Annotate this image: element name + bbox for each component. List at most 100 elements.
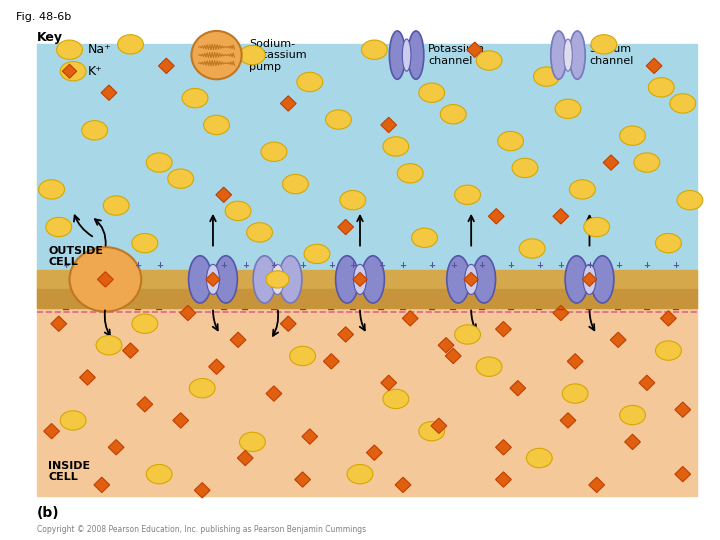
Polygon shape xyxy=(51,316,67,332)
Polygon shape xyxy=(101,85,117,100)
Text: −: − xyxy=(62,305,70,315)
Circle shape xyxy=(46,218,72,237)
Text: Potassium
channel: Potassium channel xyxy=(428,44,485,66)
Polygon shape xyxy=(280,316,296,332)
Polygon shape xyxy=(194,483,210,498)
Circle shape xyxy=(476,51,502,70)
Polygon shape xyxy=(338,219,354,235)
Polygon shape xyxy=(464,272,478,286)
Text: −: − xyxy=(270,305,278,315)
Text: Key: Key xyxy=(37,31,63,44)
Circle shape xyxy=(297,72,323,92)
Ellipse shape xyxy=(336,256,359,303)
Text: +: + xyxy=(615,261,621,270)
Polygon shape xyxy=(302,429,318,444)
Polygon shape xyxy=(582,272,597,286)
Polygon shape xyxy=(660,310,676,326)
Ellipse shape xyxy=(215,256,238,303)
Polygon shape xyxy=(209,359,225,374)
Circle shape xyxy=(146,464,172,484)
Text: +: + xyxy=(400,261,407,270)
Circle shape xyxy=(555,99,581,118)
Text: Sodium-
potassium
pump: Sodium- potassium pump xyxy=(249,38,307,72)
Text: OUTSIDE
CELL: OUTSIDE CELL xyxy=(48,246,103,267)
Ellipse shape xyxy=(570,31,585,79)
Polygon shape xyxy=(381,375,397,390)
Bar xyxy=(37,270,697,289)
Ellipse shape xyxy=(591,256,614,303)
Polygon shape xyxy=(675,402,690,417)
Circle shape xyxy=(282,174,308,194)
Circle shape xyxy=(304,244,330,264)
Circle shape xyxy=(670,94,696,113)
Text: +: + xyxy=(328,261,335,270)
Ellipse shape xyxy=(402,39,411,71)
Circle shape xyxy=(168,169,194,188)
Text: −: − xyxy=(220,305,228,315)
Text: −: − xyxy=(449,305,457,315)
Circle shape xyxy=(117,35,143,54)
Circle shape xyxy=(347,464,373,484)
Circle shape xyxy=(498,131,523,151)
Circle shape xyxy=(648,78,674,97)
Ellipse shape xyxy=(361,256,384,303)
Text: −: − xyxy=(585,305,593,315)
Text: −: − xyxy=(672,305,680,315)
Circle shape xyxy=(240,432,266,451)
Ellipse shape xyxy=(583,265,596,294)
Circle shape xyxy=(620,126,645,145)
Circle shape xyxy=(655,233,681,253)
Ellipse shape xyxy=(192,31,242,79)
Circle shape xyxy=(81,120,107,140)
Circle shape xyxy=(225,201,251,220)
Circle shape xyxy=(204,115,230,134)
Ellipse shape xyxy=(408,31,424,79)
Circle shape xyxy=(620,406,645,425)
Text: +: + xyxy=(242,261,248,270)
Circle shape xyxy=(361,40,387,59)
Circle shape xyxy=(412,228,438,247)
Polygon shape xyxy=(603,155,619,170)
Polygon shape xyxy=(438,338,454,353)
Ellipse shape xyxy=(70,247,141,312)
Text: −: − xyxy=(348,305,357,315)
Text: −: − xyxy=(643,305,651,315)
Text: +: + xyxy=(156,261,163,270)
Circle shape xyxy=(570,180,595,199)
Ellipse shape xyxy=(464,265,477,294)
Ellipse shape xyxy=(551,31,567,79)
Polygon shape xyxy=(94,477,109,492)
Circle shape xyxy=(132,314,158,333)
Text: +: + xyxy=(428,261,435,270)
Circle shape xyxy=(60,62,86,81)
Circle shape xyxy=(39,180,65,199)
Text: −: − xyxy=(478,305,486,315)
Polygon shape xyxy=(238,450,253,465)
Polygon shape xyxy=(495,472,511,487)
Polygon shape xyxy=(446,348,461,363)
Text: INSIDE
CELL: INSIDE CELL xyxy=(48,461,90,482)
Polygon shape xyxy=(80,370,95,385)
Text: −: − xyxy=(535,305,544,315)
Polygon shape xyxy=(266,386,282,401)
Polygon shape xyxy=(589,477,605,492)
Circle shape xyxy=(247,222,272,242)
Polygon shape xyxy=(173,413,189,428)
Polygon shape xyxy=(639,375,654,390)
Text: +: + xyxy=(271,261,277,270)
Polygon shape xyxy=(553,208,569,224)
Ellipse shape xyxy=(271,265,284,294)
Polygon shape xyxy=(353,272,367,286)
Circle shape xyxy=(441,105,466,124)
Polygon shape xyxy=(323,354,339,369)
Polygon shape xyxy=(366,445,382,460)
Polygon shape xyxy=(381,117,397,133)
Polygon shape xyxy=(560,413,576,428)
Circle shape xyxy=(634,153,660,172)
Bar xyxy=(37,289,697,308)
Polygon shape xyxy=(294,472,310,487)
Bar xyxy=(37,270,697,496)
Polygon shape xyxy=(230,332,246,348)
Circle shape xyxy=(261,142,287,161)
Text: Sodium
channel: Sodium channel xyxy=(590,44,634,66)
